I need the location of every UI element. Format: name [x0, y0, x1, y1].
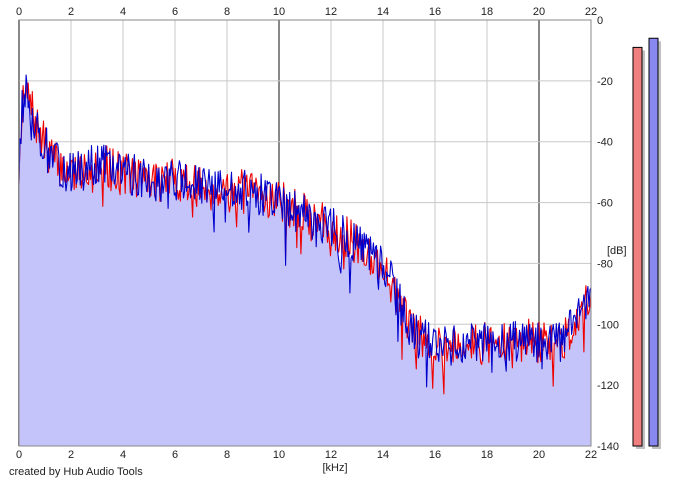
- meter-left-bar: [632, 46, 643, 447]
- x-tick-label-top: 18: [481, 6, 493, 18]
- x-tick-label-bottom: 22: [585, 449, 597, 461]
- y-axis-ticks: 0 -20 -40 -60 -80 -100 -120 -140: [597, 15, 619, 453]
- x-tick-label-bottom: 2: [68, 449, 74, 461]
- level-meters: [632, 37, 661, 450]
- x-tick-label-bottom: 0: [16, 449, 22, 461]
- series-right-channel: [18, 74, 592, 388]
- x-tick-label-bottom: 4: [120, 449, 126, 461]
- x-tick-label-top: 6: [172, 6, 178, 18]
- meter-right-bar: [648, 37, 659, 447]
- y-tick-label: -80: [597, 258, 613, 270]
- y-tick-label: -60: [597, 198, 613, 210]
- x-tick-label-top: 16: [429, 6, 441, 18]
- y-tick-label: -140: [597, 441, 619, 453]
- y-tick-label: -120: [597, 380, 619, 392]
- x-tick-label-top: 2: [68, 6, 74, 18]
- x-tick-label-top: 8: [224, 6, 230, 18]
- x-tick-label-top: 14: [377, 6, 389, 18]
- x-tick-label-top: 12: [325, 6, 337, 18]
- spectrum-series: [18, 74, 592, 395]
- x-tick-label-bottom: 14: [377, 449, 389, 461]
- plot-frame: [18, 19, 592, 447]
- x-tick-label-bottom: 20: [533, 449, 545, 461]
- x-tick-label-bottom: 12: [325, 449, 337, 461]
- x-tick-label-bottom: 10: [273, 449, 285, 461]
- x-axis-top-ticks: 0 2 4 6 8 10 12 14 16 18 20 22: [16, 6, 597, 18]
- y-tick-label: -100: [597, 319, 619, 331]
- x-tick-label-top: 10: [273, 6, 285, 18]
- x-tick-label-top: 4: [120, 6, 126, 18]
- x-tick-label-bottom: 16: [429, 449, 441, 461]
- x-axis-bottom-ticks: 0 2 4 6 8 10 12 14 16 18 20 22: [16, 449, 597, 461]
- x-tick-label-top: 0: [16, 6, 22, 18]
- x-tick-label-top: 22: [585, 6, 597, 18]
- credit-text: created by Hub Audio Tools: [9, 466, 143, 478]
- x-tick-label-bottom: 8: [224, 449, 230, 461]
- x-tick-label-top: 20: [533, 6, 545, 18]
- x-tick-label-bottom: 18: [481, 449, 493, 461]
- y-axis-label: [dB]: [607, 245, 627, 257]
- y-tick-label: -20: [597, 76, 613, 88]
- y-tick-label: 0: [597, 15, 603, 27]
- y-tick-label: -40: [597, 137, 613, 149]
- x-axis-label: [kHz]: [322, 462, 347, 474]
- spectrum-fill-area: [19, 83, 591, 446]
- x-tick-label-bottom: 6: [172, 449, 178, 461]
